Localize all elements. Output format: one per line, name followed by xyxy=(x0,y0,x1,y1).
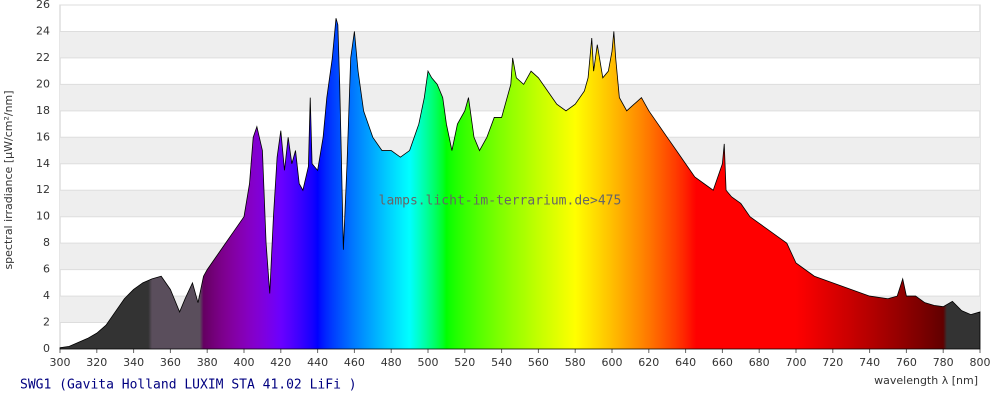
x-tick-label: 500 xyxy=(418,356,439,369)
y-tick-label: 24 xyxy=(36,24,50,37)
y-tick-label: 8 xyxy=(43,236,50,249)
x-tick-label: 480 xyxy=(381,356,402,369)
y-axis-label: spectral irradiance [µW/cm²/nm] xyxy=(2,90,15,269)
x-tick-label: 800 xyxy=(970,356,991,369)
y-tick-label: 18 xyxy=(36,104,50,117)
x-tick-label: 620 xyxy=(638,356,659,369)
x-tick-label: 560 xyxy=(528,356,549,369)
x-tick-label: 660 xyxy=(712,356,733,369)
watermark: lamps.licht-im-terrarium.de>475 xyxy=(379,194,622,209)
x-tick-label: 460 xyxy=(344,356,365,369)
y-tick-label: 22 xyxy=(36,51,50,64)
y-tick-label: 26 xyxy=(36,0,50,11)
x-tick-label: 700 xyxy=(786,356,807,369)
x-tick-label: 440 xyxy=(307,356,328,369)
x-tick-label: 520 xyxy=(454,356,475,369)
x-tick-label: 600 xyxy=(602,356,623,369)
x-tick-label: 300 xyxy=(50,356,71,369)
x-tick-label: 400 xyxy=(234,356,255,369)
y-tick-label: 0 xyxy=(43,342,50,355)
x-tick-label: 380 xyxy=(197,356,218,369)
y-tick-label: 10 xyxy=(36,210,50,223)
x-tick-label: 340 xyxy=(123,356,144,369)
chart-title: SWG1 (Gavita Holland LUXIM STA 41.02 LiF… xyxy=(20,378,357,393)
x-tick-label: 640 xyxy=(675,356,696,369)
x-tick-label: 740 xyxy=(859,356,880,369)
x-axis-label: wavelength λ [nm] xyxy=(874,374,978,387)
x-tick-label: 360 xyxy=(160,356,181,369)
x-tick-label: 320 xyxy=(86,356,107,369)
spectrum-area xyxy=(59,18,981,350)
y-tick-label: 12 xyxy=(36,183,50,196)
x-tick-label: 540 xyxy=(491,356,512,369)
y-tick-label: 4 xyxy=(43,289,50,302)
grid-band xyxy=(60,31,980,58)
y-tick-label: 20 xyxy=(36,77,50,90)
y-tick-label: 2 xyxy=(43,316,50,329)
x-tick-label: 760 xyxy=(896,356,917,369)
x-tick-label: 680 xyxy=(749,356,770,369)
y-tick-label: 16 xyxy=(36,130,50,143)
x-tick-label: 420 xyxy=(270,356,291,369)
y-tick-label: 14 xyxy=(36,157,50,170)
x-tick-label: 720 xyxy=(822,356,843,369)
x-tick-label: 780 xyxy=(933,356,954,369)
y-tick-label: 6 xyxy=(43,263,50,276)
x-tick-label: 580 xyxy=(565,356,586,369)
